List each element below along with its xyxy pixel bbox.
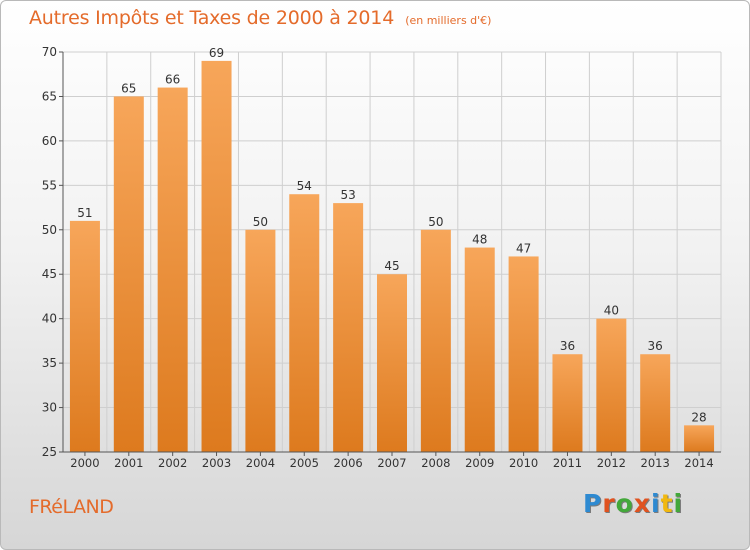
y-tick-label: 70 bbox=[42, 45, 57, 59]
commune-name: FRéLAND bbox=[29, 496, 114, 518]
chart-subtitle: (en milliers d'€) bbox=[405, 14, 492, 27]
y-tick-label: 45 bbox=[42, 267, 57, 281]
bar bbox=[552, 354, 583, 452]
axes: 25 30 35 40 45 50 55 60 65 70 bbox=[42, 45, 721, 459]
bar bbox=[157, 87, 188, 453]
bar-value-label: 66 bbox=[165, 73, 180, 87]
x-tick-label: 2002 bbox=[158, 456, 187, 470]
bar bbox=[69, 220, 100, 452]
proxiti-logo[interactable]: Proxiti bbox=[583, 489, 683, 518]
bar bbox=[596, 318, 627, 452]
x-tick-label: 2012 bbox=[597, 456, 626, 470]
logo-letter: t bbox=[660, 489, 674, 518]
y-tick-label: 40 bbox=[42, 312, 57, 326]
y-tick-label: 35 bbox=[42, 356, 57, 370]
bar bbox=[464, 247, 495, 452]
bar-value-label: 36 bbox=[648, 339, 663, 353]
x-tick-label: 2014 bbox=[684, 456, 713, 470]
bar bbox=[201, 60, 232, 453]
x-tick-label: 2009 bbox=[465, 456, 494, 470]
bar-value-label: 36 bbox=[560, 339, 575, 353]
x-tick-label: 2005 bbox=[290, 456, 319, 470]
x-tick-label: 2006 bbox=[333, 456, 362, 470]
x-tick-label: 2013 bbox=[641, 456, 670, 470]
x-tick-label: 2003 bbox=[202, 456, 231, 470]
bar-value-label: 69 bbox=[209, 46, 224, 60]
bar bbox=[113, 96, 144, 452]
title-block: Autres Impôts et Taxes de 2000 à 2014 (e… bbox=[29, 7, 491, 29]
bar-value-label: 50 bbox=[253, 215, 268, 229]
logo-letter: o bbox=[615, 489, 634, 518]
bar bbox=[333, 203, 364, 452]
bar-value-label: 51 bbox=[77, 206, 92, 220]
x-tick-label: 2007 bbox=[377, 456, 406, 470]
bar bbox=[377, 274, 407, 452]
x-tick-label: 2000 bbox=[70, 456, 99, 470]
bar bbox=[684, 425, 715, 452]
bar bbox=[640, 354, 671, 452]
y-tick-label: 25 bbox=[42, 445, 57, 459]
x-tick-label: 2004 bbox=[246, 456, 275, 470]
bar-value-label: 40 bbox=[604, 304, 619, 318]
logo-letter: i bbox=[651, 489, 661, 518]
bar bbox=[289, 194, 320, 452]
x-tick-label: 2010 bbox=[509, 456, 538, 470]
labels: 51 2000 65 2001 66 2002 69 2003 50 2004 54 2005 53 20… bbox=[70, 46, 713, 470]
x-tick-label: 2001 bbox=[114, 456, 143, 470]
chart-title: Autres Impôts et Taxes de 2000 à 2014 bbox=[29, 7, 395, 29]
x-tick-label: 2011 bbox=[553, 456, 582, 470]
bar-value-label: 48 bbox=[472, 233, 487, 247]
bar bbox=[245, 229, 276, 452]
bar-value-label: 65 bbox=[121, 81, 136, 95]
bar-value-label: 53 bbox=[340, 188, 355, 202]
bar-value-label: 54 bbox=[297, 179, 312, 193]
y-tick-label: 65 bbox=[42, 89, 57, 103]
bar-value-label: 47 bbox=[516, 241, 531, 255]
bar bbox=[508, 256, 539, 452]
bar-value-label: 45 bbox=[384, 259, 399, 273]
y-tick-label: 55 bbox=[42, 178, 57, 192]
y-tick-label: 30 bbox=[42, 401, 57, 415]
logo-letter: P bbox=[583, 489, 603, 518]
bars bbox=[69, 60, 715, 453]
y-tick-label: 50 bbox=[42, 223, 57, 237]
logo-letter: x bbox=[633, 489, 651, 518]
bar bbox=[420, 229, 451, 452]
logo-letter: r bbox=[602, 489, 616, 518]
bar-value-label: 50 bbox=[428, 215, 443, 229]
x-tick-label: 2008 bbox=[421, 456, 450, 470]
y-tick-label: 60 bbox=[42, 134, 57, 148]
bar-value-label: 28 bbox=[691, 410, 706, 424]
logo-letter: i bbox=[673, 489, 684, 518]
